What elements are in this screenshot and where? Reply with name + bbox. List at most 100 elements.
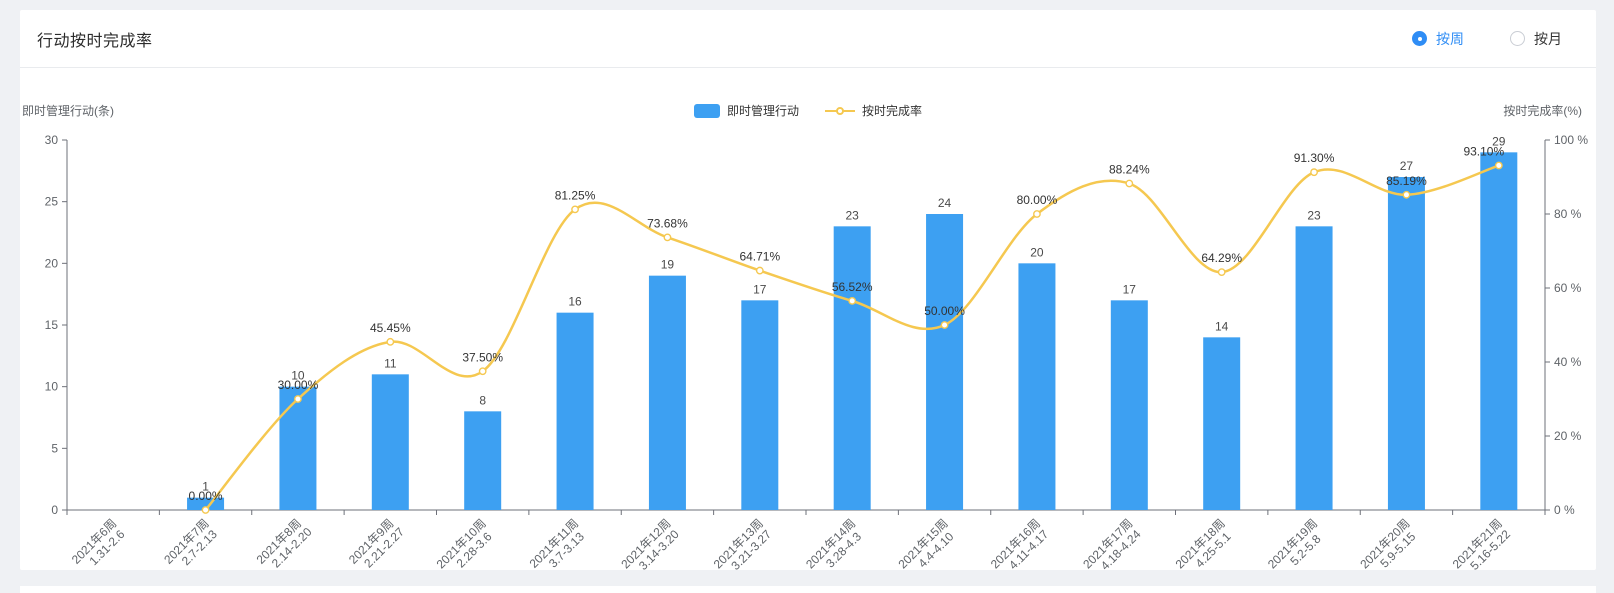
right-axis-tick-label: 60 %: [1554, 281, 1582, 295]
bar-14[interactable]: [1387, 177, 1425, 510]
radio-by-week[interactable]: 按周: [1412, 29, 1464, 49]
right-axis-tick-label: 40 %: [1554, 355, 1582, 369]
line-point-label: 81.25%: [555, 188, 596, 202]
bar-value-label: 16: [568, 295, 582, 309]
right-axis-tick-label: 0 %: [1554, 503, 1575, 517]
bar-10[interactable]: [1018, 263, 1056, 510]
x-axis-category-label: 2021年20周5.9-5.15: [1357, 516, 1422, 581]
x-axis-category-label: 2021年14周3.28-4.3: [803, 516, 868, 581]
x-axis-category-label: 2021年11周3.7-3.13: [527, 516, 591, 580]
line-point-2[interactable]: [294, 395, 302, 403]
bar-value-label: 10: [291, 369, 305, 383]
x-axis-category-label: 2021年12周3.14-3.20: [618, 516, 683, 581]
bar-value-label: 20: [1030, 245, 1044, 259]
line-point-8[interactable]: [848, 296, 857, 305]
bar-7[interactable]: [741, 300, 779, 510]
right-axis-tick-label: 100 %: [1554, 133, 1588, 147]
line-point-13[interactable]: [1310, 168, 1318, 177]
line-point-label: 85.19%: [1386, 174, 1427, 188]
line-point-10[interactable]: [1033, 210, 1041, 218]
right-axis-tick-label: 80 %: [1554, 207, 1582, 221]
left-axis-tick-label: 15: [45, 318, 59, 332]
bar-9[interactable]: [926, 214, 964, 510]
left-axis-tick-label: 0: [51, 503, 58, 517]
bar-value-label: 1: [202, 480, 209, 494]
x-axis-category-label: 2021年7周2.7-2.13: [161, 516, 221, 576]
line-point-label: 0.00%: [189, 489, 223, 503]
left-axis-tick-label: 25: [45, 195, 59, 209]
bar-value-label: 27: [1400, 159, 1414, 173]
view-toggle: 按周 按月: [1412, 29, 1562, 49]
line-point-4[interactable]: [478, 367, 487, 376]
bar-15[interactable]: [1480, 152, 1518, 510]
line-point-12[interactable]: [1217, 268, 1226, 277]
bar-5[interactable]: [556, 312, 594, 510]
bar-6[interactable]: [648, 275, 686, 510]
left-axis-tick-label: 20: [45, 256, 59, 270]
bar-12[interactable]: [1203, 337, 1241, 510]
line-point-5[interactable]: [571, 205, 579, 214]
line-point-14[interactable]: [1402, 190, 1411, 199]
right-axis-title: 按时完成率(%): [1503, 103, 1582, 118]
radio-by-week-label[interactable]: 按周: [1436, 30, 1464, 47]
bar-11[interactable]: [1110, 300, 1148, 510]
line-legend-swatch-icon: [825, 106, 855, 115]
x-axis-category-label: 2021年17周4.18-4.24: [1080, 516, 1145, 581]
panel-title: 行动按时完成率: [37, 32, 153, 50]
x-axis-category-label: 2021年21周5.16-5.22: [1450, 516, 1515, 581]
line-point-1[interactable]: [201, 506, 210, 514]
legend-item-line[interactable]: 按时完成率: [825, 102, 922, 119]
line-point-label: 93.10%: [1463, 145, 1504, 159]
legend-line-label: 按时完成率: [862, 104, 923, 118]
below-panel: [20, 586, 1596, 593]
line-point-9[interactable]: [940, 321, 949, 329]
bar-value-label: 8: [479, 393, 486, 407]
x-axis-category-label: 2021年8周2.14-2.20: [254, 515, 315, 576]
left-axis-tick-label: 10: [45, 380, 59, 394]
line-point-3[interactable]: [386, 337, 395, 346]
left-axis-tick-label: 5: [51, 441, 58, 455]
chart-panel: 行动按时完成率 按周 按月 即时管理行动 按时完成率 即时管理行动(条) 按时完成…: [20, 10, 1596, 573]
bar-value-label: 23: [1307, 208, 1321, 222]
line-point-label: 50.00%: [924, 304, 965, 318]
x-axis-category-label: 2021年10周2.28-3.6: [434, 516, 499, 581]
bar-4[interactable]: [464, 411, 502, 510]
line-point-6[interactable]: [663, 233, 672, 242]
line-point-label: 64.71%: [739, 250, 780, 264]
legend-item-bar[interactable]: 即时管理行动: [693, 102, 799, 119]
line-point-7[interactable]: [755, 266, 764, 275]
x-axis-category-label: 2021年15周4.4-4.10: [895, 516, 960, 581]
bar-2[interactable]: [279, 386, 317, 510]
line-point-label: 37.50%: [462, 350, 503, 364]
right-axis-tick-label: 20 %: [1554, 429, 1582, 443]
left-axis-tick-label: 30: [45, 133, 59, 147]
bar-3[interactable]: [371, 374, 409, 510]
bar-1[interactable]: [187, 497, 225, 510]
radio-by-month-label[interactable]: 按月: [1534, 30, 1562, 47]
x-axis-category-label: 2021年13周3.21-3.27: [711, 516, 776, 581]
x-axis-category-label: 2021年18周4.25-5.1: [1173, 516, 1238, 581]
bar-8[interactable]: [833, 226, 871, 511]
bar-value-label: 11: [384, 356, 397, 370]
radio-unselected-icon[interactable]: [1510, 31, 1525, 46]
bar-13[interactable]: [1295, 226, 1333, 511]
bar-value-label: 17: [753, 282, 767, 296]
radio-selected-icon[interactable]: [1412, 31, 1427, 46]
line-point-label: 73.68%: [647, 216, 688, 230]
bar-value-label: 23: [846, 208, 860, 222]
radio-by-month[interactable]: 按月: [1510, 29, 1562, 49]
line-point-label: 91.30%: [1294, 151, 1335, 165]
line-point-label: 64.29%: [1201, 251, 1242, 265]
line-point-label: 88.24%: [1109, 163, 1150, 177]
x-axis-category-label: 2021年19周5.2-5.8: [1265, 516, 1330, 581]
x-axis-category-label: 2021年6周1.31-2.6: [69, 516, 129, 576]
x-axis-category-label: 2021年16周4.11-4.17: [988, 516, 1053, 581]
line-point-15[interactable]: [1494, 161, 1503, 170]
bar-value-label: 24: [938, 196, 952, 210]
chart-legend: 即时管理行动 按时完成率: [20, 102, 1596, 119]
bar-legend-swatch-icon: [693, 103, 720, 118]
line-point-label: 45.45%: [370, 321, 411, 335]
line-point-11[interactable]: [1125, 179, 1134, 188]
x-axis-category-label: 2021年9周2.21-2.27: [346, 515, 407, 576]
